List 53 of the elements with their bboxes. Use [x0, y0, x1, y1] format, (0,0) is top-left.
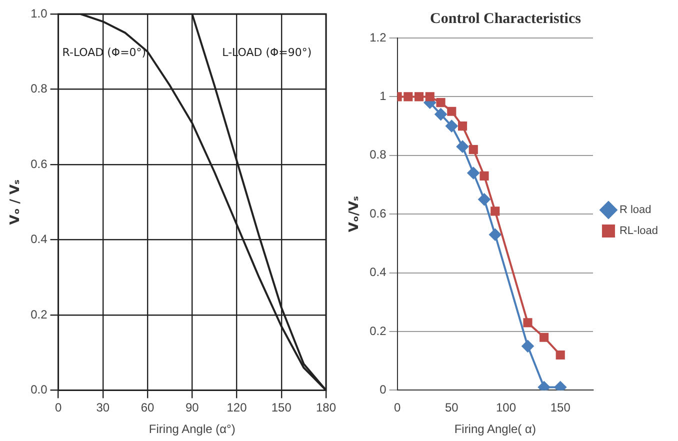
- point: [489, 228, 502, 241]
- y-tick-label: 0.6: [370, 206, 387, 220]
- x-tick-label: 50: [444, 400, 459, 415]
- point: [447, 106, 456, 116]
- y-axis-title: Vₒ / Vₛ: [8, 179, 24, 225]
- x-axis-title: Firing Angle( α): [454, 422, 536, 436]
- y-tick-label: 0.2: [370, 324, 387, 338]
- x-tick-label: 0: [54, 400, 62, 415]
- point: [556, 350, 565, 360]
- point: [456, 140, 469, 153]
- y-tick-label: 1: [380, 89, 387, 104]
- point: [490, 206, 500, 216]
- point: [434, 108, 447, 120]
- x-tick-label: 90: [185, 400, 200, 415]
- chart-title: Control Characteristics: [430, 10, 582, 27]
- y-tick-label: 0.2: [30, 307, 48, 322]
- point: [436, 98, 446, 108]
- point: [446, 120, 458, 132]
- y-tick-label: 0.8: [30, 82, 48, 96]
- y-tick-label: 0: [380, 382, 387, 397]
- x-tick-label: 180: [316, 400, 336, 415]
- legend-label: R load: [619, 204, 652, 216]
- x-tick-label: 150: [550, 400, 571, 415]
- y-axis-title: Vₒ/Vₛ: [347, 196, 362, 232]
- x-tick-label: 60: [140, 400, 155, 415]
- point: [404, 92, 413, 102]
- point: [480, 171, 489, 180]
- x-tick-label: 150: [271, 400, 292, 415]
- x-axis-title: Firing Angle (α°): [148, 422, 236, 436]
- x-tick-label: 120: [226, 400, 248, 415]
- point: [540, 332, 549, 342]
- point: [468, 144, 478, 154]
- point: [467, 167, 480, 180]
- y-tick-label: 0.4: [30, 232, 48, 246]
- point: [458, 122, 468, 131]
- y-tick-label: 0.8: [370, 148, 387, 162]
- x-tick-label: 100: [496, 400, 516, 415]
- point: [478, 193, 490, 206]
- series-label: R-LOAD (Φ=0°): [62, 46, 146, 60]
- y-tick-label: 0.0: [30, 382, 48, 397]
- point: [554, 381, 566, 390]
- y-tick-label: 0.6: [30, 156, 48, 171]
- point: [414, 92, 424, 102]
- y-tick-label: 0.4: [370, 265, 387, 280]
- y-tick-label: 1.2: [370, 30, 387, 44]
- x-tick-label: 0: [394, 400, 401, 415]
- point: [425, 92, 434, 102]
- x-tick-label: 30: [96, 400, 110, 415]
- y-tick-label: 1.0: [30, 6, 48, 20]
- point: [522, 340, 534, 352]
- point: [523, 318, 532, 328]
- point: [538, 381, 550, 390]
- legend-label: RL-load: [619, 225, 658, 238]
